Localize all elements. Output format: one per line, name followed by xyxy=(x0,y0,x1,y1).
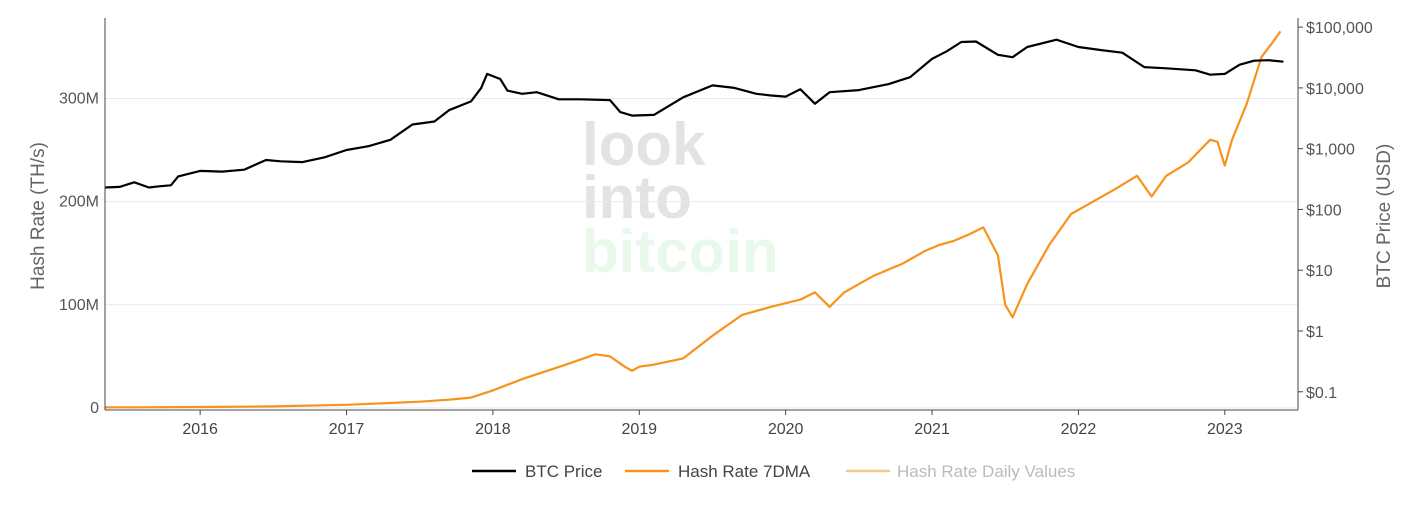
y-tick-left: 300M xyxy=(59,90,99,107)
y-tick-right: $100,000 xyxy=(1306,20,1373,37)
y-axis-title-left: Hash Rate (TH/s) xyxy=(28,142,49,290)
x-tick: 2021 xyxy=(914,421,950,438)
legend-label-hash-rate-7dma: Hash Rate 7DMA xyxy=(678,462,811,481)
legend: BTC Price Hash Rate 7DMA Hash Rate Daily V… xyxy=(472,462,1075,481)
x-tick: 2016 xyxy=(182,421,218,438)
watermark-text-look: look xyxy=(582,111,706,178)
series-lines xyxy=(104,30,1284,409)
y-tick-left: 200M xyxy=(59,194,99,211)
x-tick: 2020 xyxy=(768,421,804,438)
x-tick: 2019 xyxy=(621,421,657,438)
watermark-text-into: into xyxy=(582,164,692,231)
x-tick: 2022 xyxy=(1061,421,1097,438)
y-tick-right: $1,000 xyxy=(1306,142,1355,159)
y-tick-right: $100 xyxy=(1306,202,1342,219)
x-tick: 2023 xyxy=(1207,421,1243,438)
series-line-btc-price xyxy=(104,38,1284,189)
axes: 0 100M 200M 300M $0.1 $1 $10 $100 $1,000 $10,000 $… xyxy=(59,18,1373,438)
watermark-text-bitcoin: bitcoin xyxy=(582,218,779,285)
y-axis-title-right: BTC Price (USD) xyxy=(1374,144,1395,289)
x-tick: 2017 xyxy=(329,421,365,438)
legend-label-btc-price: BTC Price xyxy=(525,462,602,481)
x-tick: 2018 xyxy=(475,421,511,438)
y-tick-right: $10,000 xyxy=(1306,81,1364,98)
y-tick-right: $10 xyxy=(1306,263,1333,280)
watermark-logo: look into bitcoin xyxy=(582,111,779,285)
y-tick-right: $1 xyxy=(1306,324,1324,341)
y-tick-right: $0.1 xyxy=(1306,385,1337,402)
series-line-hash-rate-7dma xyxy=(104,30,1282,409)
legend-label-hash-rate-daily-values: Hash Rate Daily Values xyxy=(897,462,1075,481)
grid-lines xyxy=(105,97,1298,409)
y-tick-left: 0 xyxy=(90,400,99,417)
y-tick-left: 100M xyxy=(59,297,99,314)
